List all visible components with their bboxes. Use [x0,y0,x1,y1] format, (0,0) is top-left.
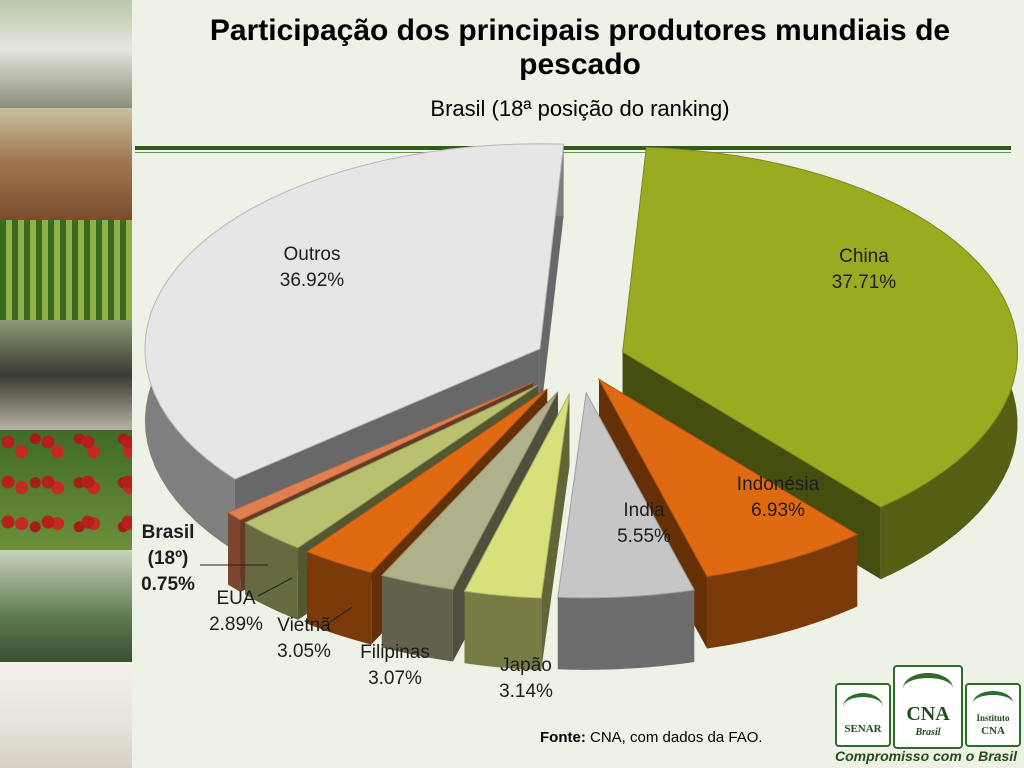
data-label-brasil: Brasil (18º) 0.75% [141,522,195,595]
decorative-photo-strip [0,0,132,768]
pie-slice-top [306,388,548,574]
cattle-photo [0,0,132,108]
cna-logo-text: CNA [906,703,950,725]
data-label-japao: Japão 3.14% [499,655,553,702]
data-label-filipinas: Filipinas 3.07% [360,642,430,689]
corn-field-photo [0,220,132,320]
coffee-photo [0,430,132,550]
data-label-eua: EUA 2.89% [209,588,263,635]
plantation-photo [0,550,132,662]
page-subtitle: Brasil (18ª posição do ranking) [430,96,730,121]
instituto-cna-logo: Instituto CNA [965,683,1021,747]
pie-slice-top [597,377,859,578]
pie-slice-india [557,391,695,670]
senar-leaf-icon [843,693,883,721]
senar-logo: SENAR [835,683,891,747]
pie-slice-top [244,384,539,549]
instituto-leaf-icon [973,691,1013,715]
pie-slice-outer-wall [307,551,372,645]
cna-logo-subtext: Brasil [915,727,941,738]
data-label-india: India 5.55% [617,500,671,547]
data-label-indonesia: Indonésia 6.93% [737,474,820,521]
harvest-photo [0,108,132,220]
pie-slice-top [380,391,559,591]
pie-slice-top [463,393,570,599]
cna-leaf-icon [903,673,953,704]
senar-logo-text: SENAR [844,723,882,735]
poultry-photo [0,662,132,768]
cna-logo: CNA Brasil [893,665,963,749]
herd-photo [0,320,132,430]
pie-slice-top [227,381,534,521]
source-note: Fonte: CNA, com dados da FAO. [540,729,763,746]
source-label: Fonte: [540,729,586,746]
pie-slice-top [557,391,695,599]
pie-slice-top [622,146,1018,508]
tagline: Compromisso com o Brasil [835,748,1018,764]
pie-slice-outer-wall [464,591,542,671]
data-label-outros: Outros 36.92% [280,244,345,291]
instituto-logo-text: Instituto [976,713,1010,723]
pie-slice-outer-wall [557,590,695,670]
pie-slice-outer-wall [381,575,453,662]
pie-slice-outer-wall [707,534,858,649]
title-divider [135,146,1011,150]
data-label-china: China 37.71% [832,246,897,293]
instituto-logo-cna-text: CNA [981,725,1005,737]
page-title: Participação dos principais produtores m… [209,14,951,81]
logo-group: SENAR CNA Brasil Instituto CNA [830,665,1024,768]
leader-line [329,606,353,623]
source-text: CNA, com dados da FAO. [590,729,763,746]
data-label-vietna: Vietnã 3.05% [277,615,331,662]
pie-slice-japao [463,393,570,671]
pie-slice-outer-wall [228,512,241,592]
pie-slice-wall [245,385,539,595]
title-divider-thin [135,152,1011,153]
pie-slice-top [144,143,565,480]
leader-line [257,577,293,597]
